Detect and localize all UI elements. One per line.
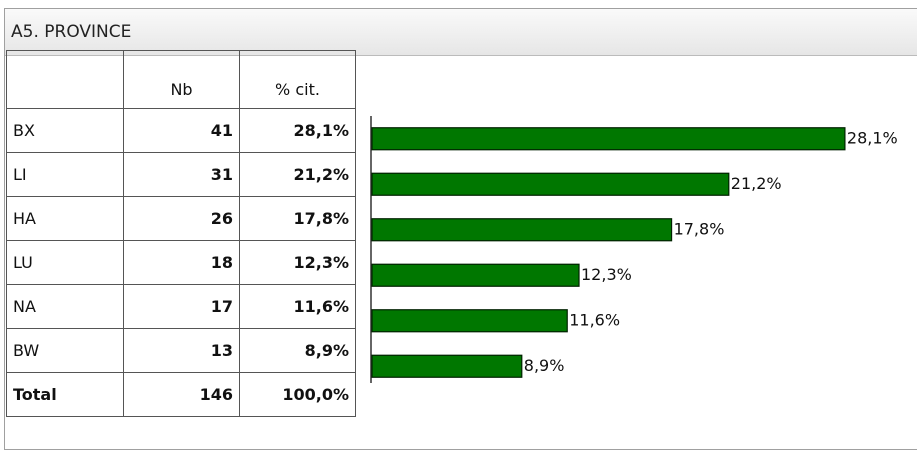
table-cell: 17 xyxy=(123,284,240,329)
table-cell: LI xyxy=(6,152,124,197)
bar xyxy=(371,172,730,196)
table-cell: 13 xyxy=(123,328,240,373)
bar-label: 17,8% xyxy=(674,219,725,238)
table-row: BW 13 8,9% xyxy=(6,328,356,373)
bar xyxy=(371,309,568,333)
table-row: LU 18 12,3% xyxy=(6,240,356,285)
bar-label: 21,2% xyxy=(731,174,782,193)
table-cell: 28,1% xyxy=(239,108,356,153)
table-cell: HA xyxy=(6,196,124,241)
bar xyxy=(371,354,523,378)
table-cell: 11,6% xyxy=(239,284,356,329)
table-cell: LU xyxy=(6,240,124,285)
table-cell: 146 xyxy=(123,372,240,417)
bar-label: 28,1% xyxy=(847,128,898,147)
table-row: BX 41 28,1% xyxy=(6,108,356,153)
header-row: Nb % cit. xyxy=(6,50,356,109)
table-cell: BW xyxy=(6,328,124,373)
bar xyxy=(371,218,673,242)
page: A5. PROVINCE Nb % cit. BX 41 28,1% LI 31 21,2… xyxy=(4,8,917,450)
bar-label: 11,6% xyxy=(569,310,620,329)
data-table: Nb % cit. BX 41 28,1% LI 31 21,2% HA 26 17,8% LU 1… xyxy=(6,50,356,417)
table-cell: 100,0% xyxy=(239,372,356,417)
table-row: Total 146 100,0% xyxy=(6,372,356,417)
table-cell: 21,2% xyxy=(239,152,356,197)
table-row: NA 17 11,6% xyxy=(6,284,356,329)
table-row: HA 26 17,8% xyxy=(6,196,356,241)
bar-label: 12,3% xyxy=(581,265,632,284)
panel-title: A5. PROVINCE xyxy=(5,9,917,56)
table-row: LI 31 21,2% xyxy=(6,152,356,197)
table-cell: 8,9% xyxy=(239,328,356,373)
table-cell: 31 xyxy=(123,152,240,197)
table-cell: 18 xyxy=(123,240,240,285)
bar xyxy=(371,127,846,151)
header-cell xyxy=(6,50,124,109)
bar-label: 8,9% xyxy=(524,356,565,375)
chart: 28,1% 21,2% 17,8% 12,3% 11,6% 8,9% xyxy=(370,116,898,383)
table-cell: 17,8% xyxy=(239,196,356,241)
bar xyxy=(371,263,580,287)
